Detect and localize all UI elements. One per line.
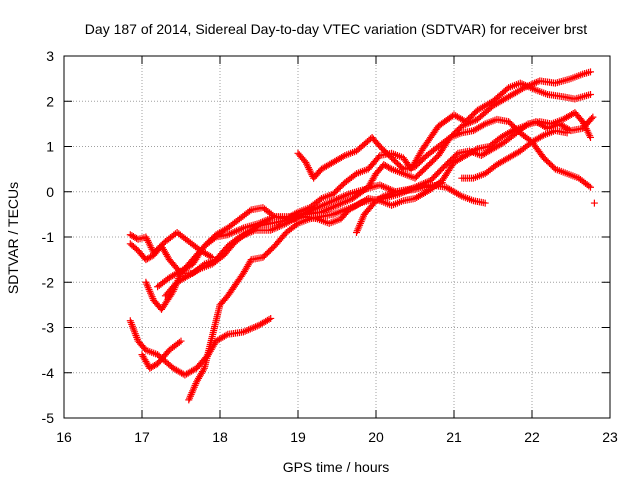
data-point	[253, 322, 261, 330]
data-point	[232, 227, 240, 235]
data-point	[267, 314, 275, 322]
data-point	[378, 193, 386, 201]
x-tick-label: 22	[524, 429, 540, 445]
data-point	[587, 90, 594, 98]
x-tick-label: 23	[602, 429, 618, 445]
chart-title: Day 187 of 2014, Sidereal Day-to-day VTE…	[85, 21, 587, 37]
data-point	[379, 182, 387, 190]
data-point	[177, 337, 185, 345]
x-tick-label: 18	[212, 429, 228, 445]
data-point	[248, 324, 256, 332]
y-tick-label: -4	[42, 365, 55, 381]
data-point	[480, 121, 488, 129]
data-point	[338, 193, 346, 201]
data-point	[530, 85, 538, 93]
data-point	[456, 191, 464, 199]
data-point	[317, 202, 325, 210]
y-tick-label: -5	[42, 410, 55, 426]
data-point	[472, 146, 480, 154]
data-point	[333, 195, 341, 203]
data-point	[516, 79, 524, 87]
data-series	[590, 199, 598, 207]
axis-ticks	[63, 55, 611, 419]
data-point	[587, 183, 594, 191]
x-tick-label: 17	[134, 429, 150, 445]
x-tick-labels: 16 17 18 19 20 21 22 23	[56, 429, 618, 445]
y-tick-label: 3	[46, 48, 54, 64]
data-point	[444, 135, 452, 143]
data-point	[588, 115, 596, 123]
data-point	[336, 200, 344, 208]
data-point	[253, 223, 261, 231]
x-tick-label: 16	[56, 429, 72, 445]
data-point	[590, 199, 598, 207]
y-tick-label: 1	[46, 139, 54, 155]
data-point	[507, 128, 515, 136]
data-point	[520, 81, 528, 89]
data-point	[587, 133, 594, 141]
data-point	[322, 200, 330, 208]
data-point	[438, 179, 446, 187]
data-point	[563, 129, 571, 137]
x-tick-label: 21	[446, 429, 462, 445]
data-point	[420, 179, 428, 187]
data-point	[199, 366, 207, 374]
data-series	[458, 127, 571, 182]
data-point	[269, 211, 277, 219]
data-point	[351, 171, 359, 179]
data-series	[185, 113, 597, 404]
data-point	[264, 216, 272, 224]
y-tick-label: -2	[42, 274, 55, 290]
data-point	[326, 204, 334, 212]
data-point	[265, 315, 273, 323]
data-point	[316, 196, 324, 204]
data-series	[138, 337, 185, 372]
data-series	[353, 179, 446, 236]
data-points	[126, 68, 598, 404]
y-tick-labels: -5 -4 -3 -2 -1 0 1 2 3	[42, 48, 55, 426]
y-tick-label: -3	[42, 320, 55, 336]
data-point	[525, 83, 533, 91]
data-point	[331, 202, 339, 210]
data-point	[222, 331, 230, 339]
data-point	[270, 225, 278, 233]
y-axis-label: SDTVAR / TECUs	[5, 182, 21, 294]
y-tick-label: 0	[46, 184, 54, 200]
data-point	[327, 198, 335, 206]
x-tick-label: 19	[290, 429, 306, 445]
data-point	[339, 153, 347, 161]
data-point	[243, 327, 251, 335]
data-point	[238, 225, 246, 233]
data-point	[386, 164, 394, 172]
data-point	[503, 85, 511, 93]
data-point	[589, 113, 597, 121]
data-point	[227, 229, 235, 237]
data-point	[585, 182, 593, 190]
data-point	[175, 338, 183, 346]
data-point	[342, 198, 350, 206]
data-point	[538, 132, 546, 140]
data-series	[126, 181, 489, 277]
data-point	[275, 222, 283, 230]
x-axis-label: GPS time / hours	[283, 459, 390, 475]
data-point	[195, 266, 203, 274]
data-point	[398, 164, 406, 172]
data-point	[343, 191, 351, 199]
y-tick-label: 2	[46, 93, 54, 109]
data-point	[587, 68, 594, 76]
data-point	[531, 79, 539, 87]
data-series	[294, 115, 594, 191]
data-point	[246, 207, 254, 215]
data-point	[292, 221, 300, 229]
x-tick-label: 20	[368, 429, 384, 445]
data-point	[385, 185, 393, 193]
data-point	[481, 199, 489, 207]
data-series	[142, 68, 594, 313]
y-tick-label: -1	[42, 229, 55, 245]
